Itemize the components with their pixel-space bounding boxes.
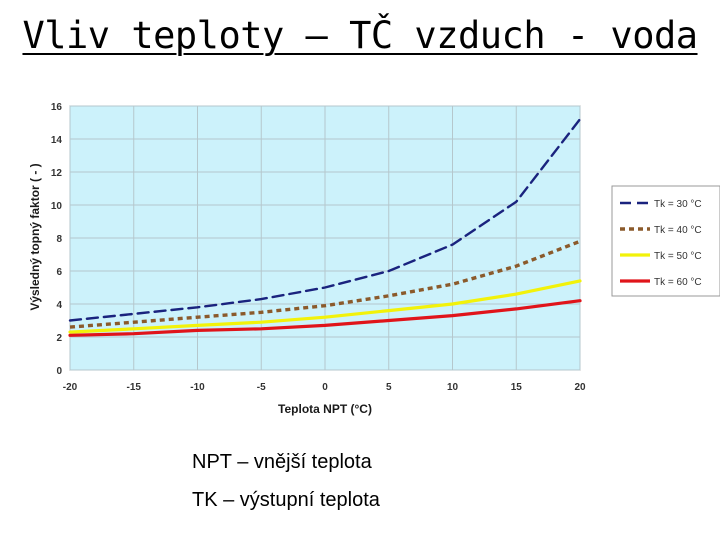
y-axis-label: Výsledný topný faktor ( - ) bbox=[28, 163, 42, 310]
note-tk: TK – výstupní teplota bbox=[192, 489, 380, 511]
x-tick-label: -10 bbox=[190, 382, 205, 393]
slide-title: Vliv teploty – TČ vzduch - voda bbox=[22, 14, 698, 57]
x-tick-label: 5 bbox=[386, 382, 392, 393]
series-line-tk30 bbox=[68, 118, 582, 322]
x-tick-label: 20 bbox=[574, 382, 586, 393]
y-tick-label: 8 bbox=[56, 234, 62, 245]
x-tick-label: -15 bbox=[127, 382, 142, 393]
legend-label: Tk = 50 °C bbox=[654, 251, 702, 262]
note-npt: NPT – vnější teplota bbox=[192, 451, 372, 473]
series-line-tk50 bbox=[68, 279, 582, 334]
y-tick-label: 14 bbox=[51, 135, 63, 146]
chart-svg: -20 -15 -10 -5 0 5 10 15 20 0 2 4 6 8 10 12 14 16 Tk = 30 … bbox=[14, 90, 720, 430]
series-line-tk60 bbox=[68, 299, 582, 337]
y-tick-label: 6 bbox=[56, 267, 62, 278]
legend-label: Tk = 40 °C bbox=[654, 225, 702, 236]
legend-box bbox=[611, 185, 720, 297]
y-tick-label: 0 bbox=[56, 366, 62, 377]
x-tick-label: 15 bbox=[511, 382, 523, 393]
series-line-tk40 bbox=[69, 239, 581, 329]
x-axis-label: Teplota NPT (°C) bbox=[278, 402, 372, 416]
notes: NPT – vnější teplota TK – výstupní teplo… bbox=[192, 450, 380, 526]
y-tick-label: 16 bbox=[51, 102, 63, 113]
y-tick-label: 2 bbox=[56, 333, 62, 344]
x-tick-label: 0 bbox=[322, 382, 328, 393]
x-tick-label: 10 bbox=[447, 382, 459, 393]
legend-label: Tk = 30 °C bbox=[654, 199, 702, 210]
heat-pump-chart: -20 -15 -10 -5 0 5 10 15 20 0 2 4 6 8 10 12 14 16 Tk = 30 … bbox=[14, 90, 720, 430]
y-tick-label: 10 bbox=[51, 201, 63, 212]
legend-label: Tk = 60 °C bbox=[654, 277, 702, 288]
y-tick-label: 12 bbox=[51, 168, 63, 179]
x-tick-label: -5 bbox=[257, 382, 266, 393]
x-tick-label: -20 bbox=[63, 382, 78, 393]
y-tick-label: 4 bbox=[56, 300, 62, 311]
